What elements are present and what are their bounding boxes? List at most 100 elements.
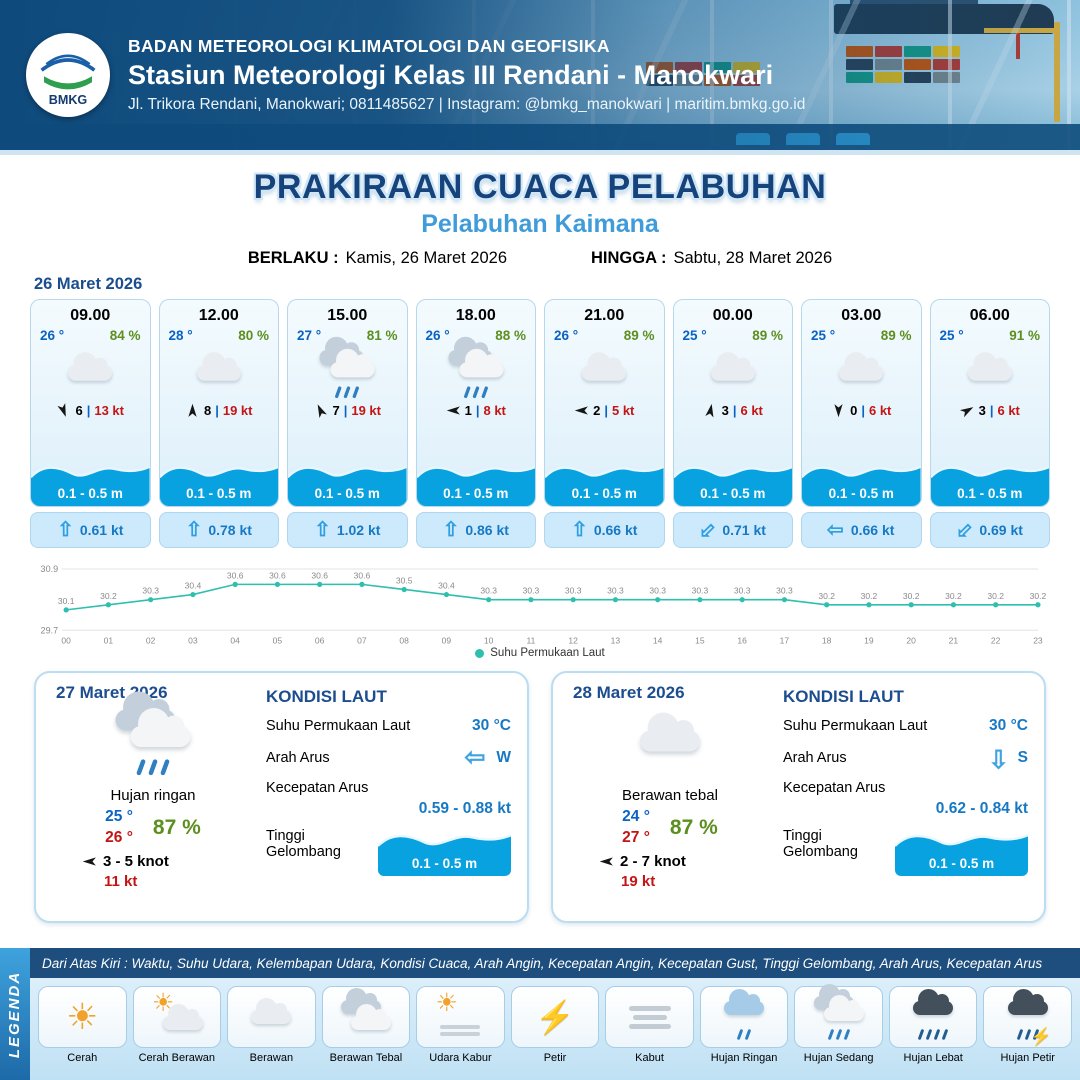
humidity-value: 88 % [495,328,526,343]
svg-text:08: 08 [399,635,409,645]
weather-icon-slot [569,703,771,779]
svg-text:30.3: 30.3 [142,586,159,596]
station-name: Stasiun Meteorologi Kelas III Rendani - … [128,60,774,90]
forecast-card-column: 09.00 26 ° 84 % 6 | 13 kt 0.1 - 0.5 m ⇧ 0.61 kt [30,299,151,548]
temperature-value: 26 ° [425,328,450,343]
current-speed-value: 0.61 kt [79,522,124,538]
forecast-time: 06.00 [969,307,1010,324]
current-speed-footer: ⇧ 0.66 kt [801,512,922,548]
sea-conditions-title: KONDISI LAUT [782,687,904,707]
hujan-lebat-icon [902,989,964,1042]
current-speed-label-row: Kecepatan Arus [782,780,886,797]
header-overlay [0,0,1080,150]
wind-number: 3 [721,403,729,418]
contact-line: Jl. Trikora Rendani, Manokwari; 08114856… [128,96,806,113]
berawan-icon [827,346,895,401]
forecast-time: 03.00 [841,307,882,324]
forecast-card-column: 06.00 25 ° 91 % 3 | 6 kt 0.1 - 0.5 m ⇧ 0.69 kt [929,299,1050,548]
current-speed-value: 1.02 kt [336,522,381,538]
weather-icon-slot [545,343,664,403]
current-direction-arrow-icon: ⇧ [314,519,331,541]
wind-number: 8 [203,403,212,418]
legend-icon-box [699,986,789,1048]
wind-direction-arrow-icon [701,402,718,419]
svg-text:18: 18 [822,635,832,645]
svg-text:13: 13 [611,635,621,645]
wave-height-value: 0.1 - 0.5 m [443,486,509,501]
svg-text:30.9: 30.9 [41,564,59,574]
forecast-card-column: 12.00 28 ° 80 % 8 | 19 kt 0.1 - 0.5 m ⇧ 0.78 kt [158,299,279,548]
forecast-cards-row: 09.00 26 ° 84 % 6 | 13 kt 0.1 - 0.5 m ⇧ 0.61 kt 1… [0,299,1080,548]
svg-text:09: 09 [442,635,452,645]
svg-text:30.6: 30.6 [269,570,286,580]
svg-text:30.2: 30.2 [100,591,117,601]
valid-to: HINGGA : Sabtu, 28 Maret 2026 [591,249,833,267]
current-direction-arrow-icon: ⇧ [57,519,74,541]
svg-text:11: 11 [526,635,535,645]
weather-icon-slot [931,343,1050,403]
divider: | [215,403,219,418]
day-forecast-card: 28 Maret 2026 Berawan tebal 24 ° 27 ° 87… [551,671,1046,924]
wind-speed: 8 kt [483,403,506,418]
temp-humidity-row: 25 ° 91 % [931,325,1050,343]
svg-text:30.2: 30.2 [945,591,962,601]
berawan-icon [699,346,767,401]
svg-text:30.4: 30.4 [438,581,455,591]
svg-text:30.1: 30.1 [58,596,75,606]
humidity-value: 89 % [623,328,655,343]
forecast-time: 21.00 [584,307,625,324]
legend-item: Hujan Sedang [794,984,883,1076]
current-direction-row: Arah Arus ⇧ S [782,744,1028,773]
legend-item-label: Cerah [67,1052,98,1064]
berawan-icon [185,346,253,401]
current-direction-arrow-icon: ⇧ [951,516,979,544]
current-speed-footer: ⇧ 0.86 kt [415,512,536,548]
berawan-tebal-icon [335,988,397,1042]
port-name: Pelabuhan Kaimana [421,210,659,238]
cerah-icon: ☀ [66,996,99,1037]
wind-number: 7 [332,403,340,418]
gust-speed: 19 kt [621,873,656,891]
svg-text:30.6: 30.6 [227,570,244,580]
temp-humidity-row: 26 ° 89 % [545,325,664,343]
svg-text:30.3: 30.3 [565,586,582,596]
legend-icon-box: ⚡ [510,986,600,1048]
svg-text:23: 23 [1033,635,1043,645]
temp-humidity-row: 26 ° 88 % [417,325,536,343]
forecast-time: 15.00 [327,307,368,324]
legend-sidebar: LEGENDA [0,948,30,1080]
wave-height-box: 0.1 - 0.5 m [895,828,1028,877]
svg-text:30.6: 30.6 [311,570,328,580]
wave-height-value: 0.1 - 0.5 m [700,486,766,501]
berawan-icon [570,346,638,401]
legend-icon-box [605,986,694,1048]
humidity-value: 81 % [366,328,398,343]
hujan-ringan-icon [713,989,775,1042]
wind-row: 3 - 5 knot [82,853,254,870]
forecast-card: 09.00 26 ° 84 % 6 | 13 kt 0.1 - 0.5 m [30,299,151,507]
weather-icon-slot [288,336,407,403]
wind-speed: 19 kt [222,403,253,418]
hujan-sedang-icon [313,336,381,401]
legend-label: Suhu Permukaan Laut [490,647,605,660]
svg-text:07: 07 [357,635,367,645]
legend-icon-box: ☀ [38,986,127,1048]
current-direction-row: Arah Arus ⇧ W [265,747,511,769]
current-direction-arrow-icon: ⇧ [462,747,491,769]
divider: | [989,403,994,418]
svg-text:30.3: 30.3 [523,586,540,596]
svg-text:29.7: 29.7 [41,625,59,635]
svg-text:30.2: 30.2 [987,591,1004,601]
wind-row: 3 | 6 kt [931,403,1050,418]
legend-item: ⚡ Petir [510,986,600,1076]
hujan-icon [106,691,199,779]
legend-item: ⚡ Hujan Petir [983,986,1073,1076]
svg-text:16: 16 [737,635,747,645]
wave-height-value: 0.1 - 0.5 m [957,486,1023,501]
temperature-value: 25 ° [939,328,964,343]
current-direction-arrow-icon: ⇧ [442,519,460,541]
svg-text:03: 03 [188,635,198,645]
svg-text:30.2: 30.2 [903,591,920,601]
berawan-icon [240,992,302,1042]
weather-icon-slot [417,336,536,403]
